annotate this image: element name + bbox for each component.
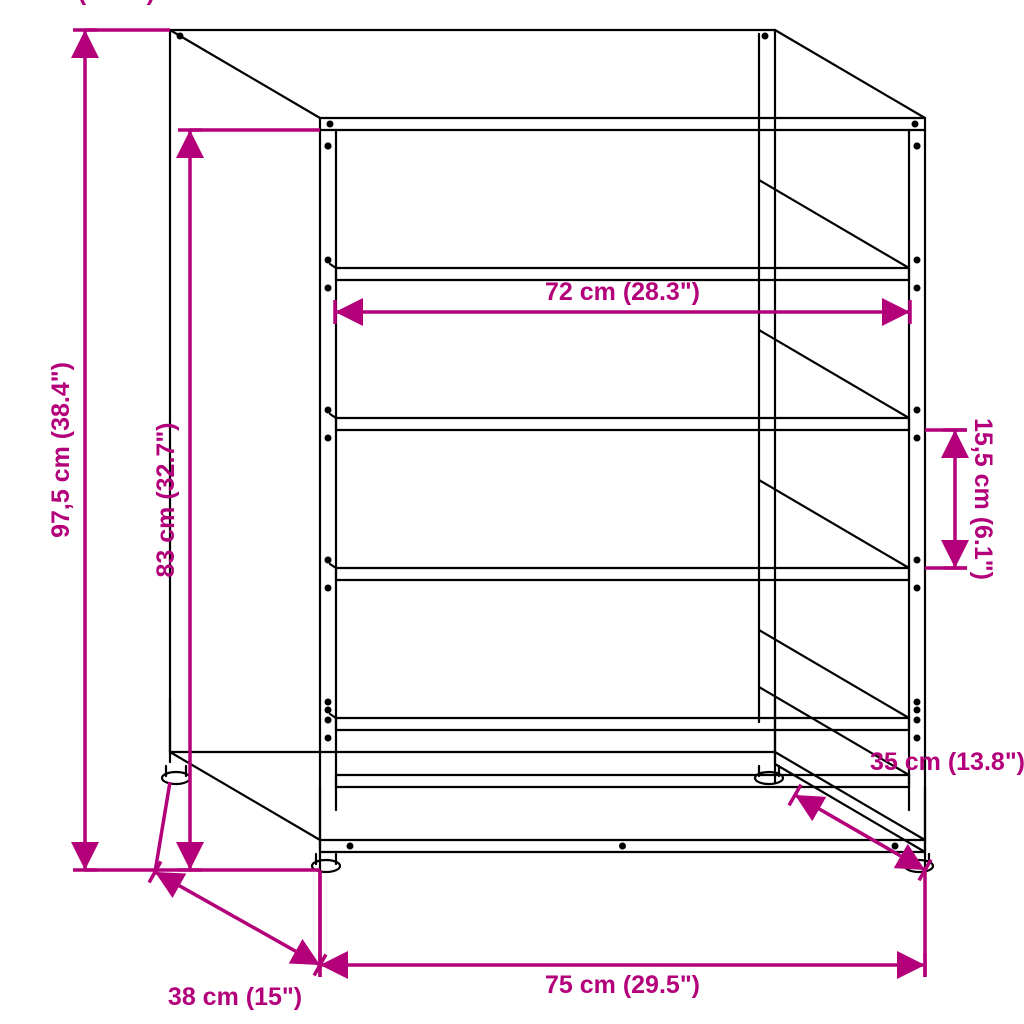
svg-text:35 cm (13.8"): 35 cm (13.8"): [870, 748, 1024, 776]
shelf-dimension-diagram: 97,5 cm (38.4") 83 cm (32.7") 72 cm (28.3"…: [0, 0, 1024, 1024]
svg-text:15,5 cm (6.1"): 15,5 cm (6.1"): [969, 418, 997, 580]
svg-text:97,5 cm (38.4"): 97,5 cm (38.4"): [47, 362, 75, 538]
svg-text:38 cm (15"): 38 cm (15"): [168, 983, 302, 1011]
dimension-annotations: 97,5 cm (38.4") 83 cm (32.7") 72 cm (28.3"…: [0, 0, 1024, 1011]
svg-text:75 cm (29.5"): 75 cm (29.5"): [545, 971, 700, 999]
svg-text:83 cm (32.7"): 83 cm (32.7"): [152, 423, 180, 578]
svg-text:72 cm (28.3"): 72 cm (28.3"): [545, 278, 700, 306]
cabinet-outline: [162, 30, 933, 872]
svg-text:35 cm (13.8"): 35 cm (13.8"): [0, 0, 155, 6]
